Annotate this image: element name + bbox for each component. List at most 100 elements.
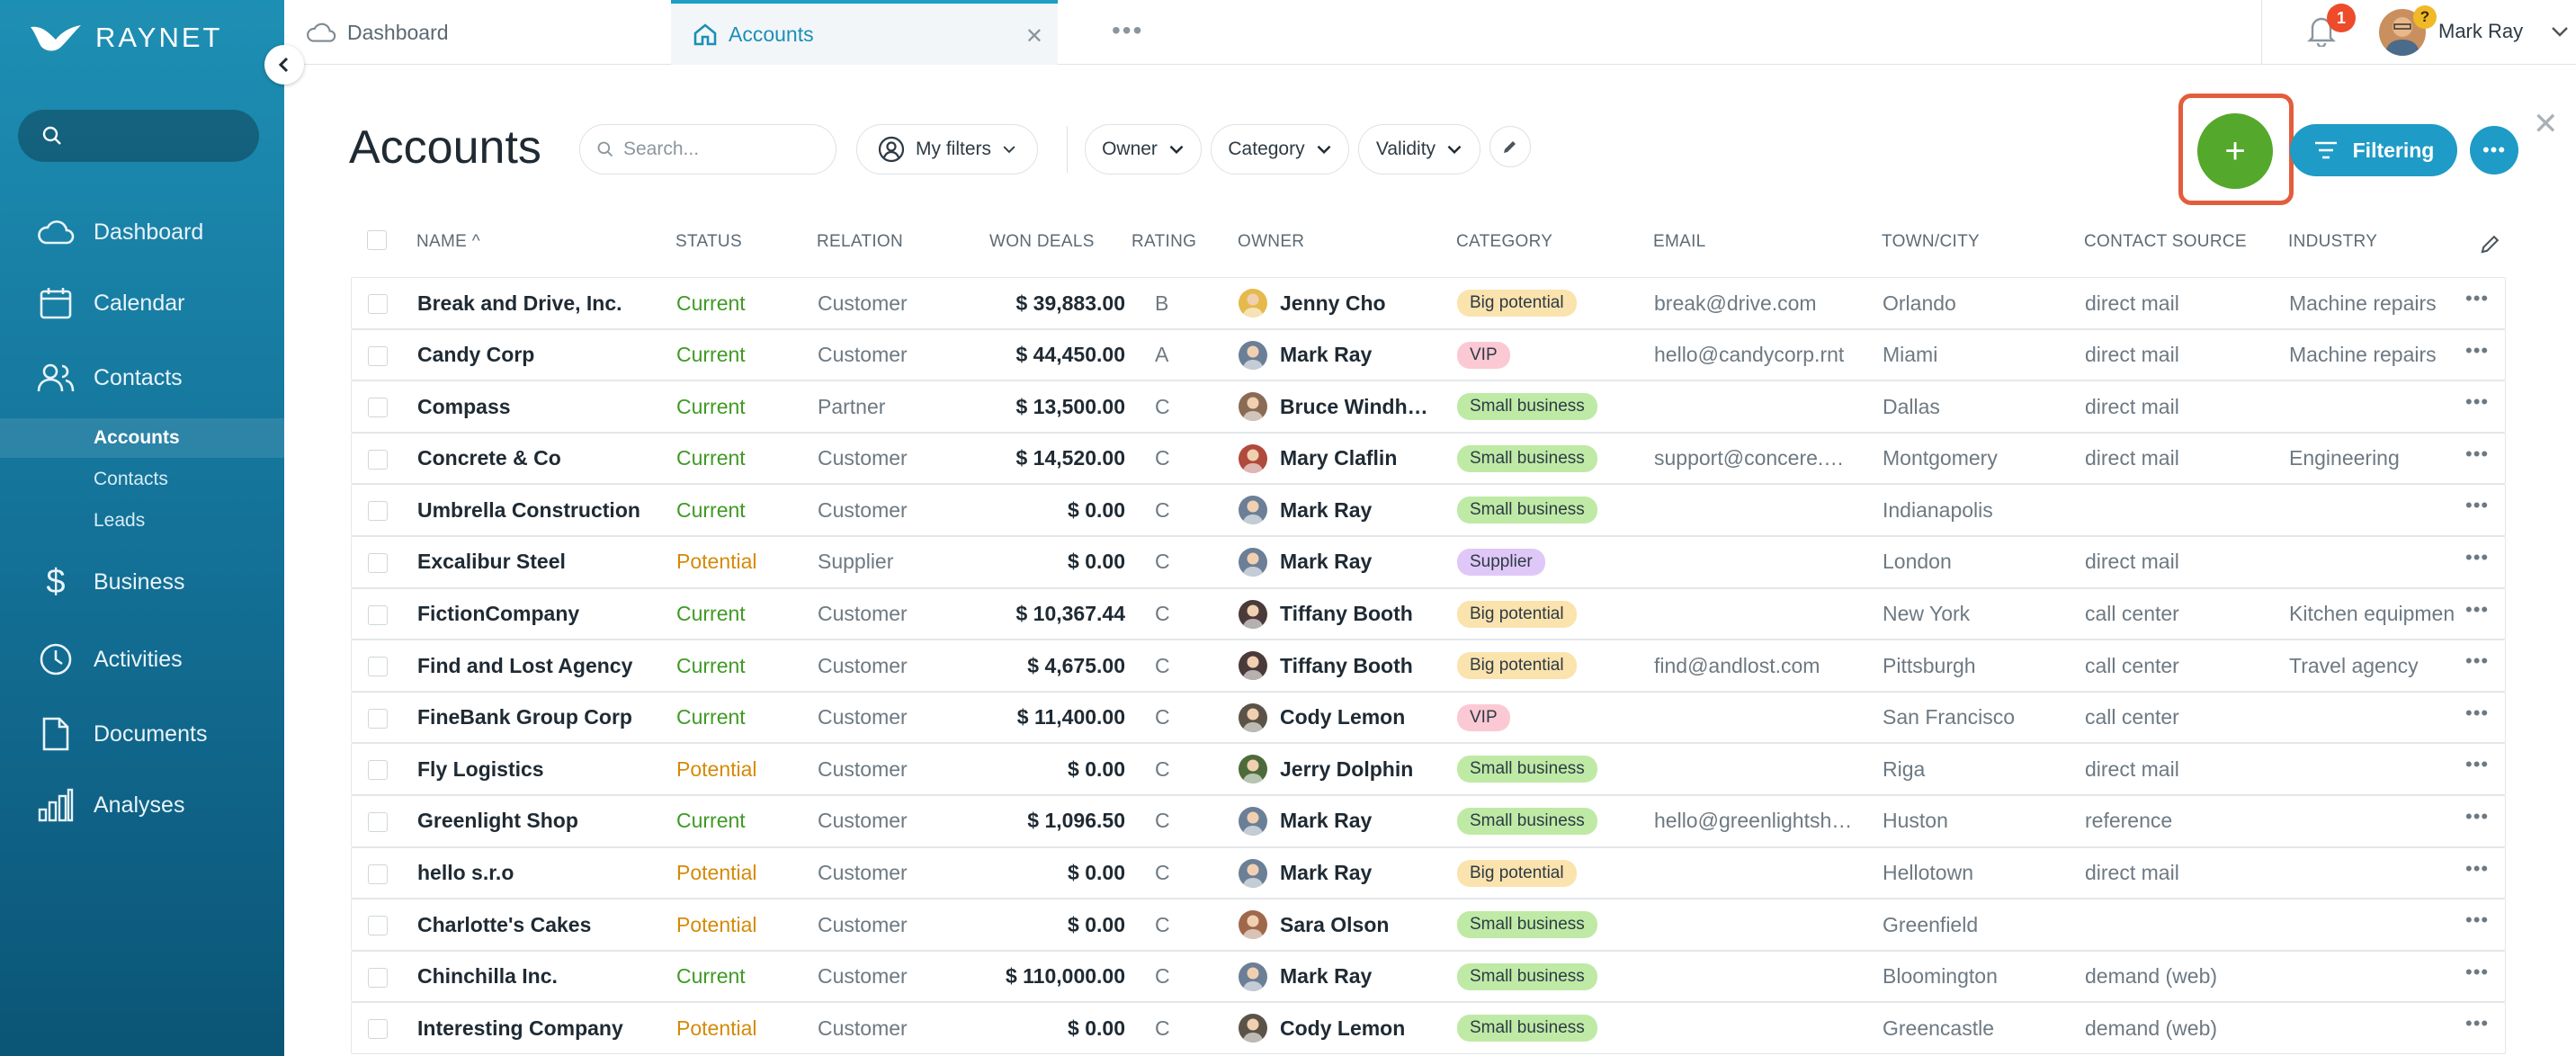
table-row[interactable]: Charlotte's Cakes Potential Customer $ 0.00…	[351, 899, 2506, 951]
account-owner[interactable]: Cody Lemon	[1239, 1003, 1447, 1053]
account-name[interactable]: Excalibur Steel	[417, 550, 566, 574]
row-checkbox[interactable]	[368, 760, 388, 781]
row-checkbox[interactable]	[368, 708, 388, 729]
tab-dashboard[interactable]: Dashboard	[306, 0, 666, 65]
table-row[interactable]: Interesting Company Potential Customer $ 0.…	[351, 1002, 2506, 1054]
column-header-won-deals[interactable]: WON DEALS	[989, 232, 1095, 251]
column-header-category[interactable]: CATEGORY	[1456, 232, 1553, 251]
row-checkbox[interactable]	[368, 345, 388, 366]
nav-contacts[interactable]: Contacts	[36, 358, 183, 398]
nav-calendar[interactable]: Calendar	[36, 283, 184, 323]
column-header-contact-source[interactable]: CONTACT SOURCE	[2084, 232, 2247, 251]
account-owner[interactable]: Cody Lemon	[1239, 693, 1447, 743]
account-name[interactable]: Compass	[417, 394, 511, 418]
bell-icon[interactable]	[2307, 14, 2336, 47]
sidebar-search-input[interactable]	[74, 124, 245, 148]
column-header-name[interactable]: NAME ^	[416, 232, 480, 251]
account-owner[interactable]: Mark Ray	[1239, 330, 1447, 380]
account-email[interactable]	[1654, 952, 1870, 1002]
row-actions-icon[interactable]: •••	[2465, 804, 2490, 828]
row-checkbox[interactable]	[368, 398, 388, 418]
select-all-checkbox[interactable]	[367, 230, 387, 250]
account-name[interactable]: Find and Lost Agency	[417, 653, 633, 677]
account-email[interactable]: break@drive.com	[1654, 291, 1817, 315]
search-input[interactable]	[623, 139, 821, 160]
account-owner[interactable]: Jerry Dolphin	[1239, 744, 1447, 794]
row-checkbox[interactable]	[368, 552, 388, 573]
column-header-email[interactable]: EMAIL	[1653, 232, 1706, 251]
account-name[interactable]: Interesting Company	[417, 1016, 623, 1040]
account-name[interactable]: Chinchilla Inc.	[417, 964, 558, 989]
category-filter[interactable]: Category	[1211, 124, 1349, 175]
row-actions-icon[interactable]: •••	[2465, 494, 2490, 517]
row-actions-icon[interactable]: •••	[2465, 390, 2490, 414]
row-checkbox[interactable]	[368, 864, 388, 884]
column-header-owner[interactable]: OWNER	[1238, 232, 1305, 251]
account-owner[interactable]: Sara Olson	[1239, 899, 1447, 950]
table-row[interactable]: Chinchilla Inc. Current Customer $ 110,000.…	[351, 950, 2506, 1003]
user-name[interactable]: Mark Ray	[2438, 20, 2524, 42]
row-actions-icon[interactable]: •••	[2465, 908, 2490, 932]
close-icon[interactable]: ✕	[2533, 107, 2559, 141]
row-checkbox[interactable]	[368, 916, 388, 936]
account-owner[interactable]: Jenny Cho	[1239, 278, 1447, 328]
account-email[interactable]	[1654, 744, 1870, 794]
account-owner[interactable]: Mark Ray	[1239, 485, 1447, 535]
account-owner[interactable]: Mark Ray	[1239, 796, 1447, 846]
chevron-down-icon[interactable]	[2550, 22, 2570, 41]
sidebar-search[interactable]	[18, 110, 259, 162]
edit-filters-button[interactable]	[1489, 126, 1531, 167]
nav-activities[interactable]: Activities	[36, 640, 183, 679]
account-name[interactable]: Candy Corp	[417, 343, 535, 367]
account-name[interactable]: FineBank Group Corp	[417, 705, 632, 729]
account-email[interactable]	[1654, 848, 1870, 899]
table-row[interactable]: Break and Drive, Inc. Current Customer $ 39…	[351, 277, 2506, 329]
raynet-logo[interactable]: RAYNET	[29, 20, 222, 56]
account-name[interactable]: Concrete & Co	[417, 446, 561, 470]
account-email[interactable]	[1654, 693, 1870, 743]
nav-analyses[interactable]: Analyses	[36, 785, 184, 825]
table-row[interactable]: Excalibur Steel Potential Supplier $ 0.00 C M…	[351, 535, 2506, 588]
filtering-button[interactable]: Filtering	[2290, 124, 2457, 176]
account-name[interactable]: Greenlight Shop	[417, 809, 578, 833]
table-row[interactable]: FineBank Group Corp Current Customer $ 11,4…	[351, 691, 2506, 744]
account-owner[interactable]: Mark Ray	[1239, 537, 1447, 587]
table-row[interactable]: Umbrella Construction Current Customer $ 0.…	[351, 484, 2506, 536]
table-row[interactable]: hello s.r.o Potential Customer $ 0.00 C Mark …	[351, 846, 2506, 899]
column-header-industry[interactable]: INDUSTRY	[2288, 232, 2378, 251]
account-name[interactable]: hello s.r.o	[417, 861, 514, 885]
help-badge[interactable]: ?	[2413, 5, 2437, 29]
row-checkbox[interactable]	[368, 811, 388, 832]
more-tabs-icon[interactable]: •••	[1112, 16, 1144, 44]
account-email[interactable]	[1654, 381, 1870, 432]
account-owner[interactable]: Tiffany Booth	[1239, 589, 1447, 640]
column-header-rating[interactable]: RATING	[1131, 232, 1197, 251]
account-name[interactable]: Umbrella Construction	[417, 497, 640, 522]
row-checkbox[interactable]	[368, 604, 388, 625]
row-actions-icon[interactable]: •••	[2465, 701, 2490, 724]
subnav-leads[interactable]: Leads	[0, 501, 284, 541]
row-actions-icon[interactable]: •••	[2465, 960, 2490, 983]
table-row[interactable]: Concrete & Co Current Customer $ 14,520.00 C…	[351, 432, 2506, 485]
account-email[interactable]	[1654, 1003, 1870, 1053]
account-email[interactable]	[1654, 899, 1870, 950]
row-actions-icon[interactable]: •••	[2465, 338, 2490, 362]
row-actions-icon[interactable]: •••	[2465, 545, 2490, 568]
row-checkbox[interactable]	[368, 1019, 388, 1040]
table-row[interactable]: Compass Current Partner $ 13,500.00 C Bruce W…	[351, 380, 2506, 433]
row-checkbox[interactable]	[368, 967, 388, 988]
account-owner[interactable]: Tiffany Booth	[1239, 640, 1447, 691]
column-header-status[interactable]: STATUS	[675, 232, 742, 251]
nav-business[interactable]: $ Business	[36, 562, 184, 602]
table-row[interactable]: Greenlight Shop Current Customer $ 1,096.50…	[351, 794, 2506, 847]
row-actions-icon[interactable]: •••	[2465, 287, 2490, 309]
row-actions-icon[interactable]: •••	[2465, 442, 2490, 465]
row-actions-icon[interactable]: •••	[2465, 1012, 2490, 1035]
account-email[interactable]	[1654, 589, 1870, 640]
edit-columns-icon[interactable]	[2479, 232, 2502, 255]
row-actions-icon[interactable]: •••	[2465, 597, 2490, 621]
tab-accounts[interactable]: Accounts ✕	[671, 0, 1058, 65]
collapse-sidebar-button[interactable]	[264, 45, 304, 85]
row-checkbox[interactable]	[368, 657, 388, 677]
account-owner[interactable]: Mark Ray	[1239, 952, 1447, 1002]
